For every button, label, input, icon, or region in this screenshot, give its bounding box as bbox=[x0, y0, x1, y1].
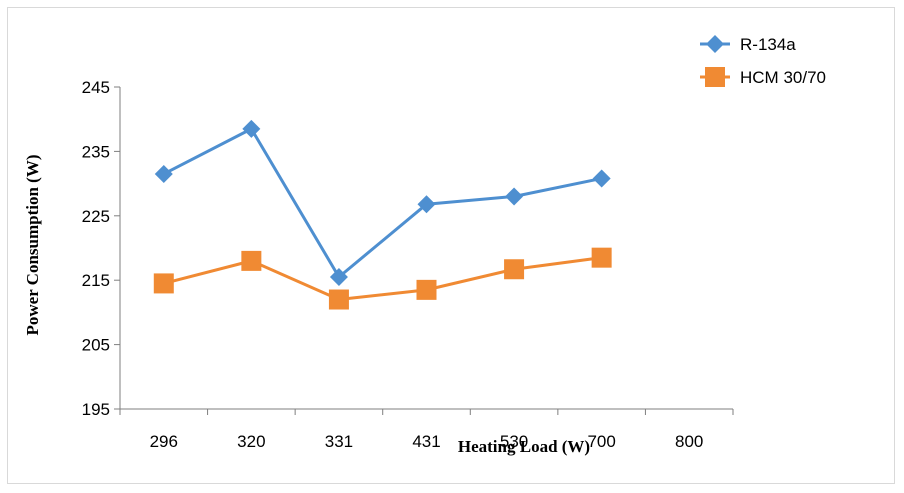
data-point bbox=[154, 164, 173, 183]
y-tick-label: 205 bbox=[82, 336, 110, 355]
y-tick-label: 225 bbox=[82, 207, 110, 226]
data-point bbox=[328, 289, 349, 310]
data-point bbox=[153, 273, 174, 294]
axes bbox=[114, 86, 734, 415]
y-tick-label: 245 bbox=[82, 78, 110, 97]
x-axis-label: Heating Load (W) bbox=[458, 437, 590, 456]
legend-marker bbox=[705, 67, 725, 87]
data-point bbox=[329, 267, 348, 286]
x-tick-label: 700 bbox=[587, 432, 615, 451]
data-point bbox=[416, 279, 437, 300]
data-point bbox=[592, 169, 611, 188]
data-point bbox=[241, 250, 262, 271]
data-point bbox=[591, 247, 612, 268]
x-tick-labels: 296 320 331 431 530 700 800 bbox=[150, 432, 704, 451]
x-tick-label: 331 bbox=[325, 432, 353, 451]
x-tick-label: 296 bbox=[150, 432, 178, 451]
y-tick-label: 215 bbox=[82, 271, 110, 290]
data-point bbox=[505, 187, 524, 206]
y-axis-label: Power Consumption (W) bbox=[23, 154, 42, 335]
series-markers bbox=[153, 119, 612, 310]
data-point bbox=[242, 119, 261, 138]
legend-label: R-134a bbox=[740, 35, 796, 54]
legend-marker bbox=[706, 35, 724, 53]
legend: R-134a HCM 30/70 bbox=[700, 35, 826, 87]
y-tick-label: 195 bbox=[82, 400, 110, 419]
series-line-2 bbox=[163, 256, 602, 302]
series-line-1 bbox=[163, 127, 602, 279]
legend-label: HCM 30/70 bbox=[740, 68, 826, 87]
x-tick-label: 530 bbox=[500, 432, 528, 451]
y-tick-labels: 195 205 215 225 235 245 bbox=[82, 78, 110, 419]
x-tick-label: 800 bbox=[675, 432, 703, 451]
chart-frame bbox=[7, 7, 895, 484]
y-tick-label: 235 bbox=[82, 142, 110, 161]
series-lines bbox=[163, 127, 602, 302]
data-point bbox=[504, 259, 525, 280]
data-point bbox=[417, 195, 436, 214]
x-tick-label: 320 bbox=[237, 432, 265, 451]
x-tick-label: 431 bbox=[412, 432, 440, 451]
